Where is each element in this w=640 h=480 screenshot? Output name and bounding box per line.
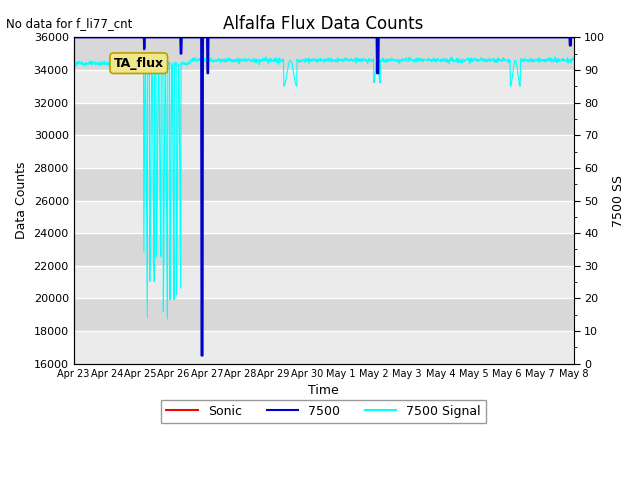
- Bar: [74, 331, 573, 364]
- Bar: [74, 103, 573, 135]
- Y-axis label: Data Counts: Data Counts: [15, 162, 28, 240]
- Bar: [74, 37, 573, 70]
- Text: TA_flux: TA_flux: [114, 57, 164, 70]
- Title: Alfalfa Flux Data Counts: Alfalfa Flux Data Counts: [223, 15, 424, 33]
- Bar: [74, 233, 573, 266]
- Legend: Sonic, 7500, 7500 Signal: Sonic, 7500, 7500 Signal: [161, 400, 486, 423]
- Bar: [74, 201, 573, 233]
- Text: No data for f_li77_cnt: No data for f_li77_cnt: [6, 17, 132, 30]
- X-axis label: Time: Time: [308, 384, 339, 397]
- Bar: [74, 168, 573, 201]
- Bar: [74, 135, 573, 168]
- Y-axis label: 7500 SS: 7500 SS: [612, 175, 625, 227]
- Bar: [74, 266, 573, 299]
- Bar: [74, 299, 573, 331]
- Bar: [74, 70, 573, 103]
